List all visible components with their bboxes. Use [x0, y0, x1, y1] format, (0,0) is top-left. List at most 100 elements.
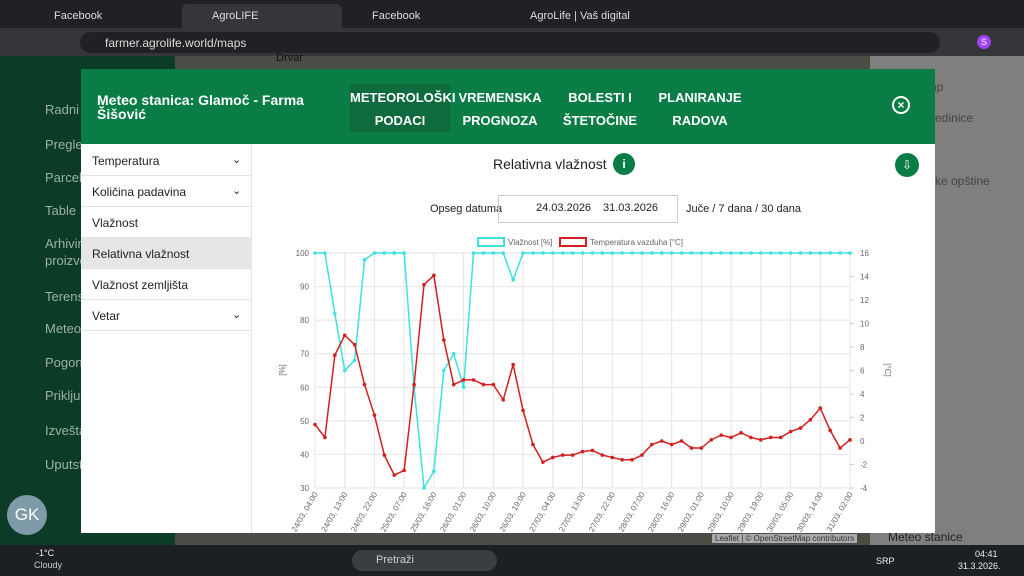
clock: 04:41	[975, 549, 998, 559]
quick-ranges[interactable]: Juče / 7 dana / 30 dana	[686, 203, 801, 215]
menu-item[interactable]: Količina padavina	[81, 176, 252, 207]
point	[778, 435, 783, 440]
point	[749, 251, 753, 255]
point	[461, 378, 466, 382]
x-tick-label: 25/03, 07:00	[379, 490, 409, 534]
point	[461, 385, 466, 390]
address-bar[interactable]: farmer.agrolife.world/maps	[80, 32, 940, 53]
legend-swatch	[559, 237, 587, 247]
point	[313, 251, 317, 255]
point	[352, 358, 357, 363]
point	[650, 251, 654, 255]
point	[531, 442, 535, 447]
point	[808, 418, 813, 422]
point	[451, 382, 456, 387]
info-button[interactable]: i	[613, 153, 635, 175]
taskbar	[0, 545, 1024, 576]
download-button[interactable]: ⇩	[895, 153, 919, 177]
legend-swatch	[477, 237, 505, 247]
y-tick-label: 30	[300, 484, 309, 493]
modal	[81, 69, 935, 533]
point	[511, 278, 515, 282]
point	[392, 473, 397, 477]
tab[interactable]: AgroLife | Vaš digitalni asistent	[530, 10, 630, 22]
date-range[interactable]	[498, 195, 678, 223]
y2-tick-label: 6	[860, 367, 865, 376]
point	[342, 333, 347, 338]
tab[interactable]: Facebook	[372, 10, 421, 22]
menu-item[interactable]: Vlažnost	[81, 207, 252, 238]
panel-label: edinice	[935, 111, 974, 125]
y2-tick-label: 2	[860, 414, 865, 423]
point	[600, 453, 605, 457]
menu-item[interactable]: Vetar	[81, 300, 252, 331]
x-tick-label: 27/03, 04:00	[527, 490, 557, 534]
panel-label: Meteo stanice	[888, 530, 963, 544]
modal-tab[interactable]: BOLESTI I ŠTETOČINE	[562, 90, 638, 128]
point	[481, 251, 486, 255]
search[interactable]: Pretraži	[352, 550, 497, 571]
profile[interactable]: S	[977, 35, 991, 49]
point	[550, 251, 555, 255]
point	[739, 251, 743, 255]
modal-tab[interactable]: VREMENSKA PROGNOZA	[458, 90, 542, 128]
x-tick-label: 27/03, 22:00	[587, 490, 617, 534]
point	[620, 458, 624, 462]
modal-tab[interactable]: PLANIRANJE RADOVA	[658, 90, 742, 128]
menu-item[interactable]: Vlažnost zemljišta	[81, 269, 252, 300]
point	[590, 251, 595, 255]
point	[739, 430, 743, 435]
point	[659, 439, 664, 443]
menu-item[interactable]: Relativna vlažnost	[81, 238, 252, 269]
point	[759, 251, 763, 255]
modal-tab[interactable]: METEOROLOŠKI PODACI	[350, 84, 455, 132]
point	[570, 453, 575, 457]
point	[798, 426, 803, 430]
point	[521, 251, 525, 255]
menu-item: Uputst	[45, 457, 83, 472]
menu-item: Pregle	[45, 137, 83, 152]
point	[451, 351, 456, 356]
point	[699, 251, 704, 255]
point	[541, 251, 545, 255]
chevron: ⌄	[232, 309, 242, 321]
map-label: Drvar	[276, 52, 303, 64]
point	[640, 453, 644, 457]
point	[679, 251, 684, 255]
y-axis-label: [%]	[278, 364, 287, 376]
menu-item: Meteo	[45, 321, 82, 336]
y2-tick-label: -2	[860, 461, 868, 470]
avatar: GK	[7, 495, 47, 535]
point	[471, 378, 476, 382]
point	[372, 251, 377, 255]
x-tick-label: 29/03, 19:00	[736, 490, 766, 534]
point	[610, 455, 615, 460]
y2-tick-label: 0	[860, 437, 865, 446]
menu-item[interactable]: Temperatura	[81, 145, 252, 176]
point	[481, 382, 486, 387]
point	[719, 251, 724, 255]
y-tick-label: 90	[300, 283, 309, 292]
point	[828, 428, 832, 433]
attribution: Leaflet | © OpenStreetMap contributors	[712, 534, 858, 543]
menu-item: proizvo	[45, 253, 85, 268]
point	[709, 251, 714, 255]
point	[441, 368, 446, 373]
point	[372, 413, 377, 417]
y2-tick-label: 10	[860, 320, 869, 329]
tab[interactable]: AgroLIFE	[182, 4, 342, 28]
y2-tick-label: 16	[860, 249, 869, 258]
close-button[interactable]: ×	[892, 96, 910, 114]
y-tick-label: 50	[300, 417, 309, 426]
point	[432, 273, 436, 278]
point	[511, 362, 515, 367]
date-from: 24.03.2026	[536, 202, 592, 214]
point	[699, 446, 704, 450]
tab[interactable]: Facebook	[54, 10, 103, 22]
point	[441, 338, 446, 342]
point	[570, 251, 575, 255]
point	[788, 251, 793, 255]
x-tick-label: 29/03, 01:00	[676, 490, 706, 534]
